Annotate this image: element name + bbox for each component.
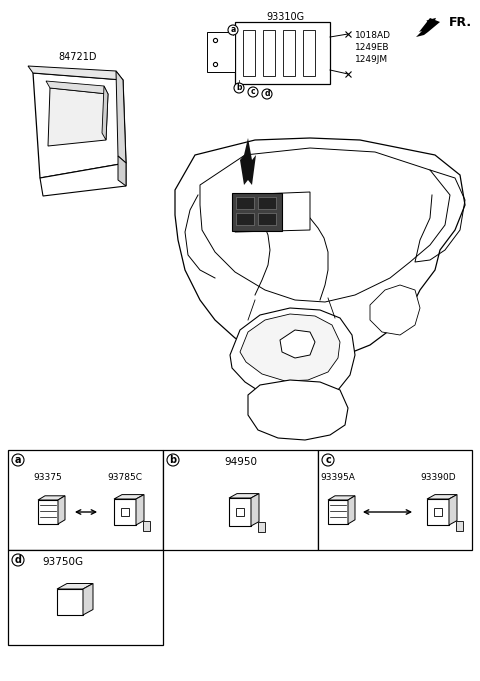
Text: b: b <box>236 84 242 93</box>
Polygon shape <box>328 496 355 500</box>
Text: FR.: FR. <box>449 16 472 29</box>
Polygon shape <box>8 450 163 550</box>
Polygon shape <box>434 508 442 516</box>
Polygon shape <box>121 508 129 516</box>
Polygon shape <box>114 499 136 525</box>
Polygon shape <box>163 450 318 550</box>
Circle shape <box>62 602 72 612</box>
Polygon shape <box>116 71 126 163</box>
Text: 84721D: 84721D <box>59 52 97 62</box>
Polygon shape <box>283 30 295 76</box>
Polygon shape <box>348 496 355 524</box>
Polygon shape <box>200 148 450 302</box>
Text: 93310G: 93310G <box>266 12 304 22</box>
Polygon shape <box>303 30 315 76</box>
Circle shape <box>228 25 238 35</box>
Polygon shape <box>46 81 108 94</box>
Polygon shape <box>280 330 315 358</box>
Text: 1018AD: 1018AD <box>355 31 391 40</box>
Circle shape <box>322 454 334 466</box>
Polygon shape <box>114 494 144 499</box>
Circle shape <box>385 298 405 318</box>
Polygon shape <box>57 589 83 615</box>
Polygon shape <box>258 197 276 209</box>
Circle shape <box>12 454 24 466</box>
Polygon shape <box>48 88 108 146</box>
Polygon shape <box>175 138 465 362</box>
Circle shape <box>234 83 244 93</box>
Text: 93375: 93375 <box>34 473 62 483</box>
Polygon shape <box>232 193 282 231</box>
Polygon shape <box>258 522 265 532</box>
Circle shape <box>278 238 318 278</box>
Polygon shape <box>207 32 235 72</box>
Text: 93390D: 93390D <box>420 473 456 483</box>
Polygon shape <box>240 138 256 185</box>
Polygon shape <box>248 380 348 440</box>
Polygon shape <box>449 494 457 525</box>
Text: 94950: 94950 <box>224 457 257 467</box>
Circle shape <box>233 240 277 284</box>
Polygon shape <box>33 73 126 178</box>
Polygon shape <box>427 494 457 499</box>
Polygon shape <box>243 30 255 76</box>
Text: 93750G: 93750G <box>42 557 84 567</box>
Circle shape <box>262 89 272 99</box>
Polygon shape <box>263 30 275 76</box>
Text: a: a <box>230 25 236 35</box>
Text: c: c <box>251 87 255 97</box>
Polygon shape <box>28 66 123 80</box>
Polygon shape <box>240 314 340 381</box>
Polygon shape <box>258 213 276 225</box>
Polygon shape <box>235 22 330 84</box>
Polygon shape <box>40 163 126 196</box>
Polygon shape <box>83 584 93 615</box>
Circle shape <box>329 244 351 266</box>
Polygon shape <box>8 550 163 645</box>
Polygon shape <box>328 500 348 524</box>
Polygon shape <box>235 192 310 232</box>
Polygon shape <box>427 499 449 525</box>
Text: d: d <box>264 89 270 99</box>
Polygon shape <box>118 156 126 186</box>
Circle shape <box>412 262 424 274</box>
Text: a: a <box>15 455 21 465</box>
Polygon shape <box>456 520 463 530</box>
Polygon shape <box>58 496 65 524</box>
Polygon shape <box>57 584 93 589</box>
Text: b: b <box>169 455 177 465</box>
Circle shape <box>12 554 24 566</box>
Circle shape <box>243 250 267 274</box>
Polygon shape <box>236 197 254 209</box>
Polygon shape <box>230 308 355 400</box>
Polygon shape <box>38 496 65 500</box>
Text: 1249JM: 1249JM <box>355 55 388 65</box>
Polygon shape <box>416 18 440 37</box>
Text: 93785C: 93785C <box>108 473 143 483</box>
Polygon shape <box>102 86 108 140</box>
Circle shape <box>248 87 258 97</box>
Polygon shape <box>38 500 58 524</box>
Polygon shape <box>236 508 244 516</box>
Polygon shape <box>229 498 251 526</box>
Polygon shape <box>229 494 259 498</box>
Polygon shape <box>143 520 150 530</box>
Text: d: d <box>14 555 22 565</box>
Circle shape <box>320 235 360 275</box>
Polygon shape <box>136 494 144 525</box>
Circle shape <box>167 454 179 466</box>
Text: c: c <box>325 455 331 465</box>
Polygon shape <box>370 285 420 335</box>
Circle shape <box>287 247 309 269</box>
Polygon shape <box>318 450 472 550</box>
Polygon shape <box>236 213 254 225</box>
Text: 93395A: 93395A <box>321 473 355 483</box>
Text: 1249EB: 1249EB <box>355 44 389 52</box>
Polygon shape <box>251 494 259 526</box>
